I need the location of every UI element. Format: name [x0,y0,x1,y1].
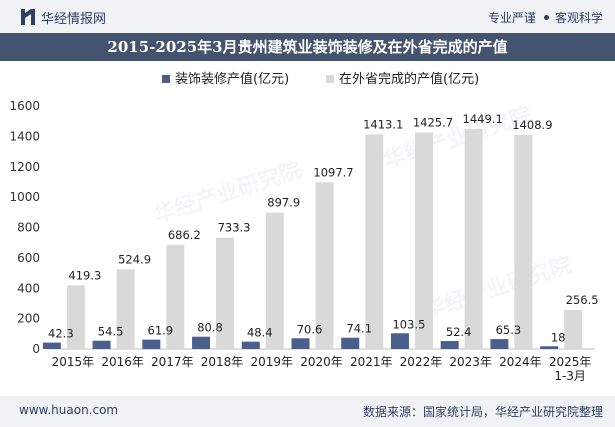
legend-label-series-2: 在外省完成的产值(亿元) [339,71,479,87]
bar-series-2 [365,134,384,349]
x-tick-label: 2021年 [350,355,393,369]
data-label-series-1: 52.4 [446,325,472,339]
bar-series-2 [414,132,433,349]
data-label-series-2: 1097.7 [313,165,353,179]
data-label-series-1: 65.3 [496,323,522,337]
data-label-series-2: 256.5 [566,293,599,307]
bar-series-1 [440,341,459,349]
y-tick-label: 600 [17,251,40,265]
footer: www.huaon.com 数据来源：国家统计局，华经产业研究院整理 [0,396,615,427]
legend-swatch-series-2 [326,75,334,83]
data-label-series-2: 419.3 [68,268,101,282]
bar-series-1 [241,341,260,349]
bar-chart: 0 200 400 600 800 1000 1200 1400 1600 42.3 419.3 20… [9,71,599,383]
bar-series-2 [265,212,284,349]
x-tick-label: 2016年 [101,355,144,369]
x-tick-label: 2018年 [201,355,244,369]
data-label-series-2: 733.3 [218,221,251,235]
y-tick-label: 1600 [9,99,40,113]
data-label-series-1: 54.5 [98,325,124,339]
data-label-series-2: 686.2 [168,228,201,242]
chart-title: 2015-2025年3月贵州建筑业装饰装修及在外省完成的产值 [0,33,615,61]
bar-series-1 [540,346,559,349]
legend-label-series-1: 装饰装修产值(亿元) [175,71,289,87]
bar-series-1 [390,333,409,349]
data-label-series-2: 1449.1 [463,112,503,126]
y-tick-label: 0 [32,342,40,356]
bar-series-2 [166,244,185,349]
data-source: 数据来源：国家统计局，华经产业研究院整理 [362,405,603,419]
brand[interactable]: 华经情报网 [21,8,107,27]
data-label-series-2: 1425.7 [413,115,453,129]
x-tick-label: 2025年 [549,355,592,369]
x-tick-label: 2015年 [52,355,95,369]
data-label-series-1: 48.4 [247,326,273,340]
bar-series-2 [564,310,583,349]
data-label-series-1: 42.3 [48,327,74,341]
bar-series-2 [216,237,235,349]
bar-series-1 [341,337,360,349]
x-tick-label: 2022年 [400,355,443,369]
x-tick-label: 1-3月 [554,369,586,383]
data-label-series-1: 70.6 [297,322,323,336]
slogan-tags: 专业严谨 客观科学 [488,8,603,26]
y-tick-label: 200 [17,312,40,326]
tag-objective: 客观科学 [554,10,603,25]
website-link[interactable]: www.huaon.com [19,403,119,417]
bar-series-1 [291,338,310,349]
x-tick-label: 2024年 [499,355,542,369]
bar-series-2 [66,285,85,349]
x-tick-label: 2019年 [250,355,293,369]
tag-professional: 专业严谨 [487,10,536,25]
y-tick-label: 400 [17,281,40,295]
bar-series-2 [315,182,334,349]
data-label-series-1: 61.9 [148,324,174,338]
y-tick-label: 1400 [9,129,40,143]
data-label-series-1: 80.8 [197,321,223,335]
data-label-series-2: 897.9 [267,196,300,210]
bar-series-1 [142,339,161,349]
data-label-series-2: 1413.1 [363,117,403,131]
y-tick-label: 800 [17,221,40,235]
bar-series-2 [464,128,483,349]
legend-swatch-series-1 [162,75,170,83]
y-tick-label: 1200 [9,160,40,174]
x-tick-label: 2017年 [151,355,194,369]
x-tick-label: 2020年 [300,355,343,369]
bullet-icon [543,14,549,20]
data-label-series-1: 18 [551,330,566,344]
bar-series-1 [192,336,211,349]
brand-name: 华经情报网 [41,11,107,27]
bar-series-1 [42,342,61,349]
data-label-series-1: 103.5 [392,317,425,331]
bar-series-1 [92,340,111,349]
data-label-series-1: 74.1 [346,322,372,336]
logo-icon [21,9,35,25]
data-label-series-2: 524.9 [118,252,151,266]
x-tick-label: 2023年 [449,355,492,369]
bar-series-2 [116,269,135,349]
data-label-series-2: 1408.9 [512,118,552,132]
y-tick-label: 1000 [9,190,40,204]
bar-series-2 [514,135,533,349]
bar-series-1 [490,339,509,349]
top-bar: 华经情报网 专业严谨 客观科学 [0,0,615,33]
